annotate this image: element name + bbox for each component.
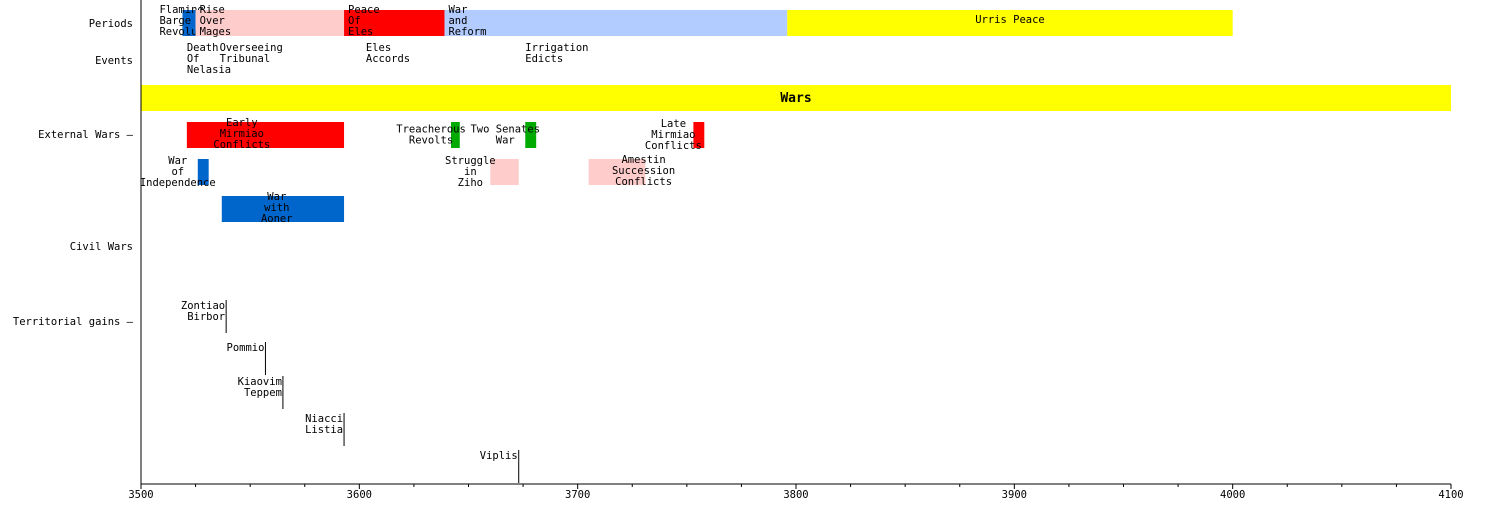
gain-label: Kiaovim Teppem	[238, 376, 282, 399]
period-label: War and Reform	[448, 4, 486, 38]
x-tick-label: 4100	[1438, 489, 1463, 501]
row-label: Periods	[89, 18, 133, 30]
war-bar	[490, 159, 519, 185]
x-tick-label: 4000	[1220, 489, 1245, 501]
period-bar	[195, 10, 345, 36]
war-bar	[221, 196, 345, 222]
gain-label: Zontiao Birbor	[181, 300, 225, 323]
event-label: Eles Accords	[366, 42, 410, 65]
gain-label: Pommio	[227, 342, 265, 354]
war-label: War of Independence	[140, 155, 216, 189]
period-bar	[344, 10, 445, 36]
period-label: Rise Over Mages	[200, 4, 232, 38]
event-label: Overseeing Tribunal	[220, 42, 283, 65]
war-bar	[525, 122, 537, 148]
period-bar	[182, 10, 196, 36]
period-label: Urris Peace	[975, 14, 1045, 26]
war-label: Two Senates War	[470, 124, 540, 147]
war-bar	[693, 122, 705, 148]
row-label: Territorial gains –	[13, 316, 134, 328]
war-bar	[588, 159, 646, 185]
war-bar	[451, 122, 460, 148]
x-tick-label: 3800	[783, 489, 808, 501]
banner-bar	[141, 85, 1451, 111]
war-label: Struggle in Ziho	[445, 155, 496, 189]
event-label: Death Of Nelasia	[187, 42, 231, 76]
gain-label: Viplis	[480, 450, 518, 462]
x-tick-label: 3500	[128, 489, 153, 501]
x-tick-label: 3700	[565, 489, 590, 501]
war-bar	[186, 122, 345, 148]
row-label: Events	[95, 55, 133, 67]
gain-label: Niacci Listia	[305, 413, 343, 436]
row-label: External Wars –	[38, 129, 134, 141]
war-label: War with Aoner	[261, 191, 293, 225]
event-label: Irrigation Edicts	[525, 42, 588, 65]
row-label: Civil Wars	[70, 241, 133, 253]
x-tick-label: 3900	[1002, 489, 1027, 501]
period-bar	[787, 10, 1233, 36]
war-label: Amestin Succession Conflicts	[612, 154, 675, 188]
period-bar	[444, 10, 788, 36]
war-bar	[197, 159, 209, 185]
war-label: Late Mirmiao Conflicts	[645, 118, 702, 152]
war-label: Early Mirmiao Conflicts	[213, 117, 270, 151]
banner-label: Wars	[780, 91, 811, 106]
war-label: Treacherous Revolts	[396, 124, 466, 147]
x-tick-label: 3600	[347, 489, 372, 501]
period-label: Peace Of Eles	[348, 4, 380, 38]
